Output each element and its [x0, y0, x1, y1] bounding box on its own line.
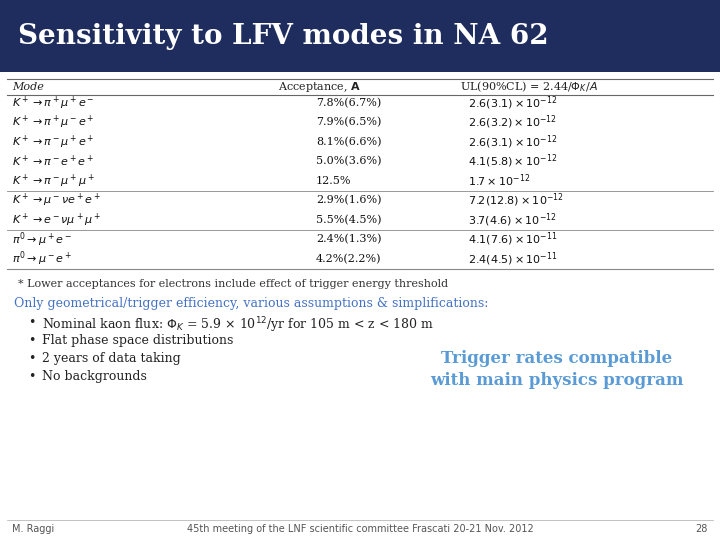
Text: $2.4(4.5) \times 10^{-11}$: $2.4(4.5) \times 10^{-11}$ [468, 250, 558, 268]
Text: 12.5%: 12.5% [316, 176, 351, 186]
Text: $K^+ \rightarrow e^-\nu\mu^+\mu^+$: $K^+ \rightarrow e^-\nu\mu^+\mu^+$ [12, 211, 101, 228]
Text: 5.5%(4.5%): 5.5%(4.5%) [316, 215, 382, 225]
Text: Sensitivity to LFV modes in NA 62: Sensitivity to LFV modes in NA 62 [18, 23, 549, 50]
Text: •: • [28, 316, 35, 329]
Text: •: • [28, 352, 35, 365]
Text: $\pi^0 \rightarrow \mu^-e^+$: $\pi^0 \rightarrow \mu^-e^+$ [12, 249, 72, 268]
Text: M. Raggi: M. Raggi [12, 524, 54, 534]
Text: Flat phase space distributions: Flat phase space distributions [42, 334, 233, 347]
FancyBboxPatch shape [0, 0, 720, 72]
Text: •: • [28, 334, 35, 347]
Text: Nominal kaon flux: $\Phi_K$ = 5.9 $\times$ 10$^{12}$/yr for 105 m < z < 180 m: Nominal kaon flux: $\Phi_K$ = 5.9 $\time… [42, 316, 434, 335]
Text: Acceptance, $\mathbf{A}$: Acceptance, $\mathbf{A}$ [278, 80, 361, 94]
Text: $K^+ \rightarrow \pi^-e^+e^+$: $K^+ \rightarrow \pi^-e^+e^+$ [12, 154, 94, 169]
Text: $K^+ \rightarrow \pi^+\mu^+e^-$: $K^+ \rightarrow \pi^+\mu^+e^-$ [12, 94, 94, 112]
Text: $2.6(3.1) \times 10^{-12}$: $2.6(3.1) \times 10^{-12}$ [468, 133, 557, 151]
Text: $K^+ \rightarrow \pi^-\mu^+e^+$: $K^+ \rightarrow \pi^-\mu^+e^+$ [12, 133, 94, 151]
Text: $4.1(5.8) \times 10^{-12}$: $4.1(5.8) \times 10^{-12}$ [468, 153, 557, 170]
Text: No backgrounds: No backgrounds [42, 370, 147, 383]
Text: * Lower acceptances for electrons include effect of trigger energy threshold: * Lower acceptances for electrons includ… [18, 279, 448, 289]
Text: $7.2(12.8) \times 10^{-12}$: $7.2(12.8) \times 10^{-12}$ [468, 192, 564, 210]
Text: Mode: Mode [12, 82, 44, 92]
Text: $K^+ \rightarrow \pi^-\mu^+\mu^+$: $K^+ \rightarrow \pi^-\mu^+\mu^+$ [12, 172, 95, 190]
Text: 45th meeting of the LNF scientific committee Frascati 20-21 Nov. 2012: 45th meeting of the LNF scientific commi… [186, 524, 534, 534]
Text: $3.7(4.6) \times 10^{-12}$: $3.7(4.6) \times 10^{-12}$ [468, 211, 557, 229]
Text: $4.1(7.6) \times 10^{-11}$: $4.1(7.6) \times 10^{-11}$ [468, 231, 558, 248]
Text: Trigger rates compatible
with main physics program: Trigger rates compatible with main physi… [430, 350, 683, 389]
Text: UL(90%CL) = 2.44/$\Phi_K$/$A$: UL(90%CL) = 2.44/$\Phi_K$/$A$ [460, 80, 598, 94]
Text: $K^+ \rightarrow \mu^-\nu e^+e^+$: $K^+ \rightarrow \mu^-\nu e^+e^+$ [12, 192, 101, 209]
Text: 2 years of data taking: 2 years of data taking [42, 352, 181, 365]
Text: 7.9%(6.5%): 7.9%(6.5%) [316, 117, 382, 127]
Text: $\pi^0 \rightarrow \mu^+e^-$: $\pi^0 \rightarrow \mu^+e^-$ [12, 230, 72, 249]
Text: $2.6(3.1) \times 10^{-12}$: $2.6(3.1) \times 10^{-12}$ [468, 94, 557, 112]
Text: Only geometrical/trigger efficiency, various assumptions & simplifications:: Only geometrical/trigger efficiency, var… [14, 297, 488, 310]
Text: •: • [28, 370, 35, 383]
Text: 4.2%(2.2%): 4.2%(2.2%) [316, 254, 382, 264]
Text: 2.4%(1.3%): 2.4%(1.3%) [316, 234, 382, 245]
Text: 5.0%(3.6%): 5.0%(3.6%) [316, 157, 382, 167]
Text: 28: 28 [696, 524, 708, 534]
Text: 7.8%(6.7%): 7.8%(6.7%) [316, 98, 382, 108]
Text: 8.1%(6.6%): 8.1%(6.6%) [316, 137, 382, 147]
Text: $K^+ \rightarrow \pi^+\mu^-e^+$: $K^+ \rightarrow \pi^+\mu^-e^+$ [12, 114, 94, 131]
Text: $2.6(3.2) \times 10^{-12}$: $2.6(3.2) \times 10^{-12}$ [468, 114, 557, 131]
Text: 2.9%(1.6%): 2.9%(1.6%) [316, 195, 382, 206]
Text: $1.7 \times 10^{-12}$: $1.7 \times 10^{-12}$ [468, 173, 531, 190]
